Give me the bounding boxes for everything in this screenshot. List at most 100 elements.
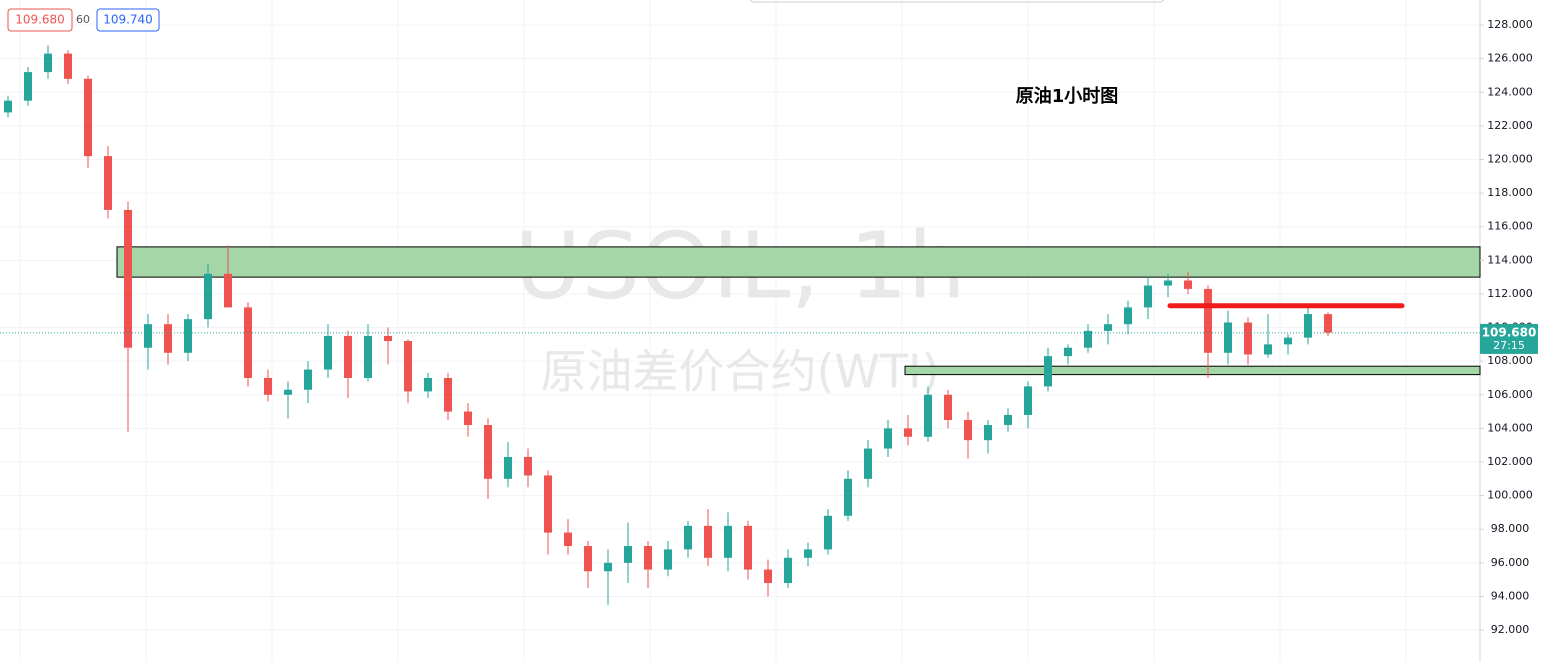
sell-price[interactable]: 109.680	[15, 13, 65, 27]
candle-body	[1284, 337, 1292, 345]
y-tick-label: 120.000	[1487, 152, 1533, 165]
candle-body	[404, 340, 412, 392]
last-price-box	[1480, 323, 1538, 354]
candle-body	[644, 546, 652, 570]
candle-body	[824, 515, 832, 550]
candle-body	[844, 478, 852, 516]
candle-body	[204, 273, 212, 320]
y-tick-label: 104.000	[1487, 421, 1533, 434]
candle-body	[44, 53, 52, 73]
candle-body	[984, 425, 992, 441]
y-tick-label: 98.000	[1491, 522, 1530, 535]
candle-body	[1064, 347, 1072, 357]
candle-body	[884, 428, 892, 449]
candle-body	[1104, 324, 1112, 331]
candle-body	[1264, 344, 1272, 355]
candle-body	[544, 475, 552, 533]
y-tick-label: 118.000	[1487, 186, 1533, 199]
y-tick-label: 96.000	[1491, 556, 1530, 569]
candle-body	[1144, 285, 1152, 308]
candle-body	[484, 425, 492, 479]
candle-body	[604, 562, 612, 572]
candle-body	[444, 377, 452, 412]
zone	[904, 365, 1481, 376]
candle-body	[1084, 330, 1092, 348]
candle-body	[24, 72, 32, 101]
candle-body	[1044, 356, 1052, 387]
candle-body	[364, 335, 372, 378]
candle-body	[1324, 314, 1332, 333]
candle-body	[744, 525, 752, 570]
candle-body	[804, 549, 812, 558]
plot	[0, 45, 1481, 605]
candle-body	[704, 525, 712, 558]
candle-body	[1124, 307, 1132, 325]
candle-body	[524, 456, 532, 476]
y-tick-label: 112.000	[1487, 287, 1533, 300]
candle-body	[304, 369, 312, 390]
interval: 60	[76, 13, 90, 26]
candle-body	[464, 411, 472, 426]
candle-body	[224, 273, 232, 308]
candle-body	[1244, 322, 1252, 355]
candle-body	[624, 546, 632, 563]
y-tick-label: 122.000	[1487, 119, 1533, 132]
candle-body	[924, 394, 932, 437]
buy-box[interactable]	[96, 8, 160, 32]
candle-body	[1004, 414, 1012, 426]
candle-body	[1224, 322, 1232, 353]
candle-body	[264, 377, 272, 395]
y-tick-label: 114.000	[1487, 253, 1533, 266]
candle-body	[424, 377, 432, 392]
candle-body	[1204, 288, 1212, 353]
candle-body	[764, 569, 772, 584]
candle-body	[904, 428, 912, 437]
candle-body	[864, 448, 872, 479]
y-tick-label: 108.000	[1487, 354, 1533, 367]
y-tick-label: 126.000	[1487, 52, 1533, 65]
candle-body	[164, 324, 172, 353]
candle-body	[564, 532, 572, 547]
candle-body	[144, 324, 152, 348]
candle-body	[684, 525, 692, 550]
candle-body	[584, 546, 592, 572]
candle-body	[1304, 314, 1312, 338]
candle-body	[184, 319, 192, 353]
toolbar-panel	[749, 0, 1165, 3]
y-tick-label: 116.000	[1487, 220, 1533, 233]
candle-body	[324, 335, 332, 370]
buy-price[interactable]: 109.740	[103, 13, 153, 27]
chart-title: 原油1小时图	[1016, 85, 1119, 107]
candle-body	[1164, 280, 1172, 286]
candle-body	[504, 456, 512, 479]
candle-body	[784, 557, 792, 584]
candle-body	[724, 525, 732, 558]
last-price-label: 109.680	[1482, 325, 1537, 339]
y-tick-label: 124.000	[1487, 85, 1533, 98]
candle-body	[124, 209, 132, 348]
y-tick-label: 94.000	[1491, 589, 1530, 602]
candle-body	[64, 53, 72, 79]
candle-body	[964, 419, 972, 441]
candle-body	[1184, 280, 1192, 289]
y-tick-label: 100.000	[1487, 489, 1533, 502]
y-tick-label: 128.000	[1487, 18, 1533, 31]
candle-body	[84, 78, 92, 157]
countdown: 27:15	[1493, 339, 1525, 352]
candle-body	[104, 156, 112, 210]
grid	[0, 0, 1480, 662]
candle-body	[284, 389, 292, 395]
y-tick-label: 92.000	[1491, 623, 1530, 636]
candle-body	[344, 335, 352, 378]
candle-body	[664, 549, 672, 570]
watermark-subtitle: 原油差价合约(WTI)	[540, 345, 939, 399]
candle-body	[384, 335, 392, 341]
y-tick-label: 102.000	[1487, 455, 1533, 468]
candle-body	[1024, 386, 1032, 415]
sell-box[interactable]	[7, 8, 73, 32]
y-tick-label: 106.000	[1487, 388, 1533, 401]
candle-body	[4, 100, 12, 113]
candle-body	[944, 394, 952, 420]
